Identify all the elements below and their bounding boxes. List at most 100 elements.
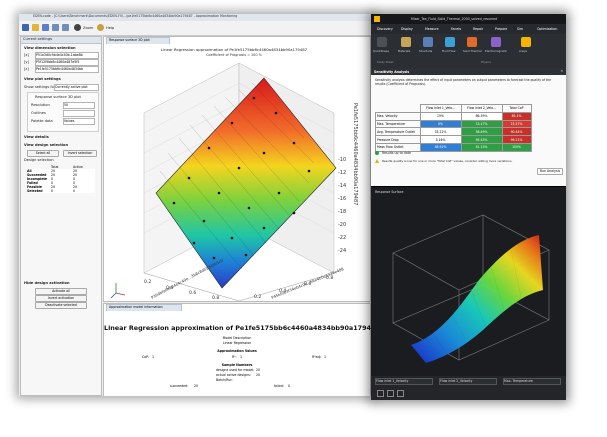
invert-activation-button[interactable]: Invert activation [35, 295, 87, 302]
design-point[interactable] [202, 219, 206, 223]
design-point[interactable] [292, 141, 296, 145]
materials-icon[interactable] [401, 37, 411, 47]
tab-prepare[interactable]: Prepare [495, 27, 508, 31]
z-tick-label: -24 [338, 248, 346, 254]
design-point[interactable] [230, 236, 234, 240]
design-point[interactable] [230, 121, 234, 125]
table-row[interactable]: Feasible 20 20 [27, 185, 95, 189]
menu-icon[interactable] [22, 24, 29, 31]
design-point[interactable] [207, 146, 211, 150]
approx-title: Linear Regression approximation of Pe1fe… [104, 324, 371, 332]
z-tick-label: -22 [338, 235, 346, 241]
table-cell: 0 [73, 189, 76, 193]
design-selection-heading[interactable]: View design selection [24, 143, 69, 147]
design-point[interactable] [277, 191, 281, 195]
design-point[interactable] [172, 201, 176, 205]
tab-simulation[interactable]: Sim [517, 27, 524, 31]
x-tick-label: 0.4 [166, 285, 173, 291]
design-point[interactable] [237, 166, 241, 170]
tab-display[interactable]: Display [401, 27, 413, 31]
design-points[interactable] [172, 96, 311, 260]
electromagnetic-icon[interactable] [491, 37, 501, 47]
nav-icon[interactable] [377, 390, 384, 397]
table-row[interactable]: Selected 0 0 [27, 189, 95, 193]
table-row[interactable]: Max. Velocity 19% 66.39% 85.1% [375, 111, 532, 121]
help-label[interactable]: Help [106, 26, 115, 30]
structural-icon[interactable] [423, 37, 433, 47]
table-cell: 0 [51, 189, 54, 193]
model-description-label: Model Description [222, 336, 252, 340]
response-surface-checkbox-label[interactable]: Response surface 3D plot [35, 95, 81, 99]
save-icon[interactable] [42, 24, 49, 31]
solid-thermal-icon[interactable] [467, 37, 477, 47]
design-point[interactable] [212, 256, 216, 260]
table-cell: 56.49% [460, 127, 503, 137]
tab-discovery[interactable]: Discovery [377, 27, 393, 31]
tab-approximation-info[interactable]: Approximation model information [106, 304, 182, 311]
nav-icon[interactable] [397, 390, 404, 397]
quickshape-icon[interactable] [377, 37, 387, 47]
design-point[interactable] [217, 191, 221, 195]
zoom-icon[interactable] [74, 24, 81, 31]
design-point[interactable] [274, 111, 278, 115]
nav-icon[interactable] [387, 390, 394, 397]
view-details-heading[interactable]: View details [24, 135, 49, 139]
design-point[interactable] [292, 211, 296, 215]
tab-measure[interactable]: Measure [425, 27, 439, 31]
zoom-label[interactable]: Zoom [83, 26, 94, 30]
design-point[interactable] [244, 253, 248, 257]
palette-data-select[interactable]: Values [63, 118, 95, 125]
open-icon[interactable] [32, 24, 39, 31]
activate-all-button[interactable]: Activate all [35, 288, 87, 295]
table-row[interactable]: Max. Temperature 0% 13.17% 13.17% [375, 119, 532, 129]
sensitivity-panel: Sensitivity Analysis ✕ Sensitivity analy… [371, 68, 566, 186]
output-parameter-select[interactable]: Max. Temperature [503, 378, 561, 385]
chart-title: Linear Regression approximation of Pe1fe… [161, 47, 308, 52]
deactivate-selected-button[interactable]: Deactivate selected [35, 302, 87, 309]
plot-settings-heading[interactable]: View plot settings [24, 77, 61, 81]
design-point[interactable] [247, 206, 251, 210]
design-point[interactable] [307, 169, 311, 173]
invert-selection-button[interactable]: Invert selection [63, 150, 97, 157]
settings-panel: Current settings View dimension selectio… [20, 36, 102, 396]
show-settings-select[interactable]: Currently active plot [54, 84, 99, 91]
design-point[interactable] [252, 96, 256, 100]
outlines-input[interactable] [63, 110, 95, 117]
design-point[interactable] [262, 226, 266, 230]
table-row[interactable]: Succeeded 20 20 [27, 173, 95, 177]
design-point[interactable] [262, 151, 266, 155]
response-surface-3d-view[interactable] [371, 195, 566, 379]
table-row[interactable]: Mass Flow Outlet 58.92% 41.13% 100% [375, 142, 532, 152]
design-point[interactable] [187, 176, 191, 180]
close-icon[interactable]: ✕ [560, 69, 563, 73]
tab-optimization[interactable]: Optimization [537, 27, 558, 31]
table-row[interactable]: All 20 20 [27, 169, 95, 173]
x-parameter-select[interactable]: Flow inlet 1_Velocity [375, 378, 433, 385]
table-cell: 20 [73, 169, 78, 173]
response-surface-3d-plot[interactable]: Linear Regression approximation of Pe1fe… [104, 43, 370, 301]
help-icon[interactable] [97, 24, 104, 31]
dim-select-z[interactable]: Pe1fe5175bb6c4460a4834bb [35, 66, 99, 73]
tab-response-surface[interactable]: Response surface 3D plot [106, 37, 170, 44]
table-row[interactable]: Avg. Temperature Outlet 33.22% 56.49% 90… [375, 127, 532, 137]
tab-repair[interactable]: Repair [473, 27, 484, 31]
resolution-input[interactable]: 50 [63, 102, 95, 109]
run-analysis-button[interactable]: Run Analysis [537, 168, 563, 175]
table-row[interactable]: Failed 0 0 [27, 181, 95, 185]
tab-facets[interactable]: Facets [451, 27, 462, 31]
redo-icon[interactable] [62, 24, 69, 31]
table-row[interactable]: Pressure Drop 3.16% 95.43% 99.21% [375, 135, 532, 144]
design-point[interactable] [192, 241, 196, 245]
view-dimension-heading[interactable]: View dimension selection [24, 46, 76, 50]
undo-icon[interactable] [52, 24, 59, 31]
fluid-flow-icon[interactable] [445, 37, 455, 47]
table-row[interactable]: Incomplete 0 0 [27, 177, 95, 181]
z-tick-label: -20 [338, 222, 346, 228]
ansys-icon[interactable] [521, 37, 531, 47]
dim-select-y[interactable]: P5f12f5bb6c4460a487e5f5 [35, 59, 99, 66]
y-parameter-select[interactable]: Flow inlet 2_Velocity [439, 378, 497, 385]
dim-select-x[interactable]: P51a3d0c9b4e4c40b.1abe8b [35, 52, 99, 59]
floor-ticks: 0.2 0.4 0.6 0.8 0.2 0.4 0.6 0.8 [144, 275, 333, 301]
design-activation-heading[interactable]: Hide design activation [24, 281, 70, 285]
select-all-button[interactable]: Select all [27, 150, 59, 157]
